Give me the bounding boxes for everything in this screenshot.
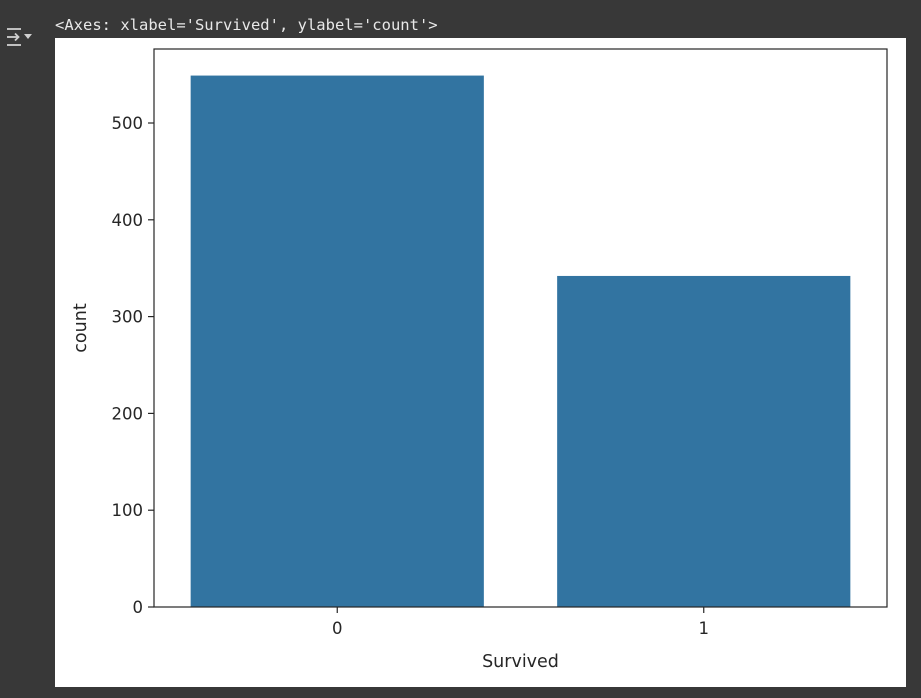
- bar-1: [557, 275, 851, 607]
- chart-figure: 0 100 200 300 400 500 0 1 Survived count: [55, 38, 906, 687]
- y-tick-label-300: 300: [112, 308, 144, 327]
- x-tick-label-1: 1: [699, 619, 710, 638]
- bar-chart: 0 100 200 300 400 500 0 1 Survived count: [71, 48, 888, 672]
- y-tick-label-0: 0: [133, 598, 144, 617]
- x-axis-label: Survived: [482, 652, 559, 672]
- axes-frame: [153, 48, 888, 608]
- output-toggle-icon[interactable]: [4, 22, 34, 52]
- axes-repr-text: <Axes: xlabel='Survived', ylabel='count'…: [55, 16, 438, 34]
- y-tick-label-100: 100: [112, 501, 144, 520]
- y-axis-label: count: [71, 303, 91, 353]
- y-tick-label-500: 500: [112, 114, 144, 133]
- y-tick-label-400: 400: [112, 211, 144, 230]
- bar-0: [190, 75, 484, 608]
- x-tick-label-0: 0: [332, 619, 343, 638]
- y-tick-label-200: 200: [112, 404, 144, 423]
